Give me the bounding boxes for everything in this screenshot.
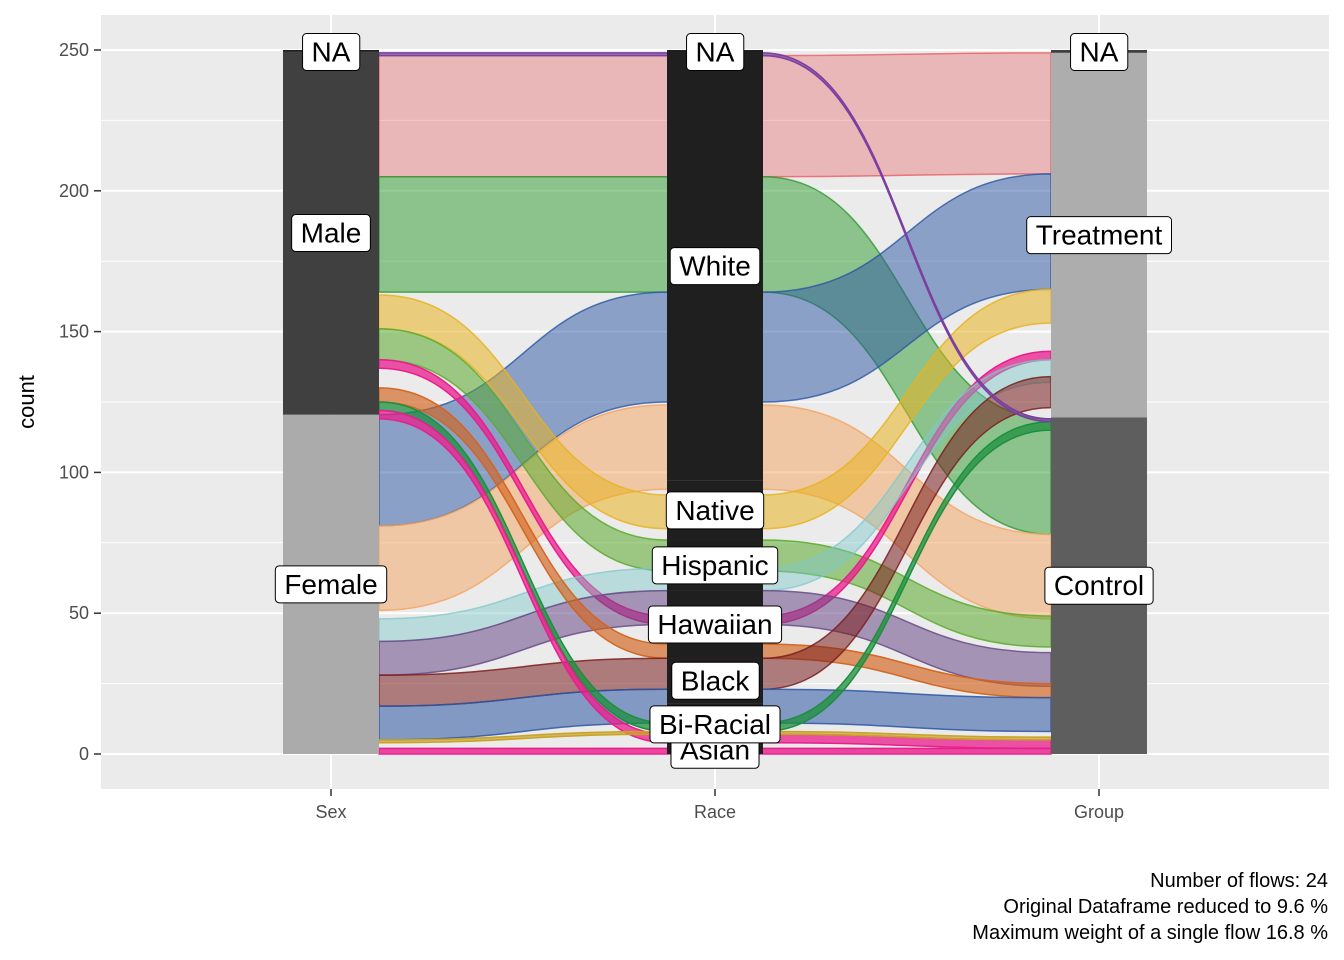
label-group-control: Control (1044, 566, 1154, 605)
label-race-hispanic: Hispanic (651, 546, 779, 585)
label-text: Black (681, 665, 750, 696)
y-tick-label: 200 (59, 181, 89, 201)
label-box (649, 705, 781, 744)
label-text: Treatment (1036, 220, 1163, 251)
label-group-treatment: Treatment (1026, 216, 1172, 255)
label-box (1070, 33, 1129, 71)
label-race-na: NA (686, 33, 745, 71)
label-text: NA (312, 37, 351, 68)
label-text: Control (1054, 570, 1144, 601)
label-text: Hispanic (661, 550, 768, 581)
label-text: NA (696, 37, 735, 68)
label-box (671, 661, 760, 700)
y-axis: 0 50 100 150 200 250 (59, 40, 101, 764)
label-race-bi-racial: Bi-Racial (649, 705, 781, 744)
caption: Number of flows: 24 Original Dataframe r… (972, 868, 1328, 946)
label-sex-male: Male (291, 214, 371, 253)
label-box (686, 33, 745, 71)
caption-max-weight: Maximum weight of a single flow 16.8 % (972, 922, 1328, 944)
label-box (274, 565, 388, 604)
label-box (1026, 216, 1172, 255)
label-group-na: NA (1070, 33, 1129, 71)
label-race-hawaiian: Hawaiian (647, 605, 783, 644)
label-race-white: White (669, 247, 761, 286)
label-text: Native (675, 495, 754, 526)
label-box (647, 605, 783, 644)
label-box (665, 491, 765, 530)
y-axis-title: count (14, 375, 39, 429)
label-text: White (679, 251, 751, 282)
y-tick-label: 250 (59, 40, 89, 60)
label-box (1044, 566, 1154, 605)
x-tick-label-race: Race (694, 802, 736, 822)
caption-flows: Number of flows: 24 (1150, 870, 1328, 892)
y-tick-label: 150 (59, 322, 89, 342)
stratum-labels: FemaleMaleNAAsianBi-RacialBlackHawaiianH… (274, 33, 1172, 769)
label-race-native: Native (665, 491, 765, 530)
label-text: NA (1080, 37, 1119, 68)
label-race-black: Black (671, 661, 760, 700)
label-text: Female (284, 569, 377, 600)
y-tick-label: 50 (69, 603, 89, 623)
label-sex-female: Female (274, 565, 388, 604)
label-box (669, 247, 761, 286)
label-text: Hawaiian (657, 609, 772, 640)
label-box (651, 546, 779, 585)
caption-reduction: Original Dataframe reduced to 9.6 % (1003, 896, 1328, 918)
label-sex-na: NA (302, 33, 361, 71)
label-text: Bi-Racial (659, 709, 771, 740)
label-text: Male (301, 218, 362, 249)
x-tick-label-sex: Sex (315, 802, 346, 822)
y-tick-label: 0 (79, 744, 89, 764)
x-tick-label-group: Group (1074, 802, 1124, 822)
label-box (291, 214, 371, 253)
x-axis: Sex Race Group (315, 789, 1124, 822)
label-box (302, 33, 361, 71)
y-tick-label: 100 (59, 462, 89, 482)
